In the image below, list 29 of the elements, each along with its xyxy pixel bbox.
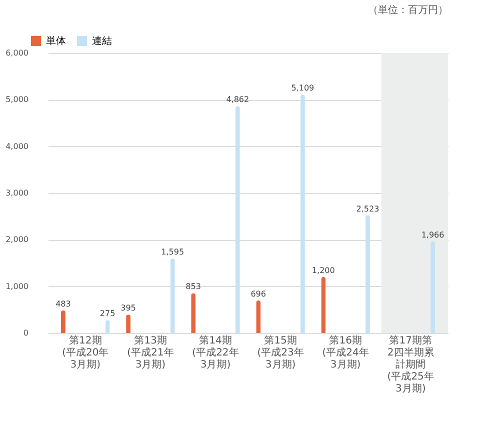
bar (235, 106, 240, 333)
bar (300, 94, 305, 333)
legend-label: 連結 (92, 35, 112, 47)
data-label: 275 (100, 309, 116, 318)
x-tick-label: 第13期(平成21年3月期) (127, 334, 174, 370)
data-label: 1,966 (421, 230, 444, 240)
data-label: 2,523 (356, 204, 380, 214)
y-tick-label: 1,000 (6, 282, 28, 291)
y-tick-label: 4,000 (6, 142, 28, 151)
data-label: 4,862 (226, 95, 250, 104)
data-label: 5,109 (291, 84, 314, 93)
data-label: 395 (120, 304, 136, 313)
x-tick-label: 第17期第2四半期累計期間(平成25年3月期) (387, 334, 434, 394)
data-label: 696 (250, 290, 266, 299)
x-tick-label: 第12期(平成20年3月期) (62, 334, 109, 370)
data-label: 483 (56, 299, 71, 308)
data-label: 1,595 (161, 248, 184, 257)
data-label: 1,200 (312, 266, 335, 275)
y-tick-label: 6,000 (6, 48, 28, 58)
y-tick-label: 2,000 (6, 235, 28, 244)
y-tick-label: 3,000 (6, 188, 28, 198)
data-label: 853 (186, 282, 201, 292)
x-tick-label: 第14期(平成22年3月期) (192, 334, 239, 370)
x-tick-label: 第15期(平成23年3月期) (257, 334, 304, 370)
x-tick-label: 第16期(平成24年3月期) (322, 334, 369, 370)
y-tick-label: 0 (23, 328, 28, 338)
legend-label: 単体 (46, 35, 66, 47)
text: （単位：百万円） (368, 4, 448, 16)
y-tick-label: 5,000 (6, 95, 28, 104)
